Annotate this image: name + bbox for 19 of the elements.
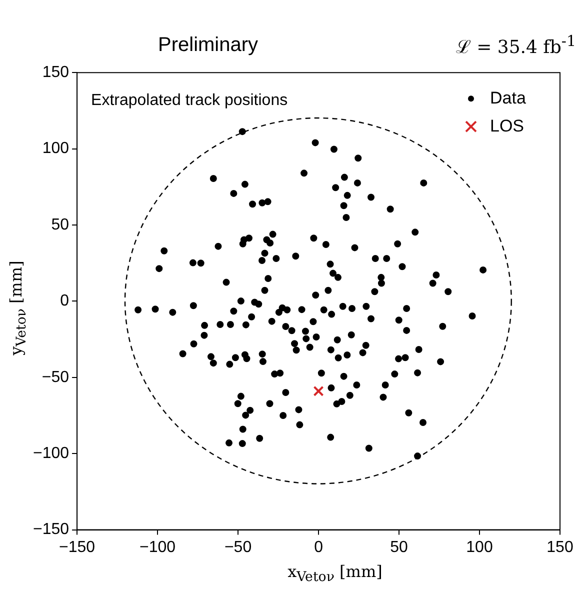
x-tick-label: 150 (546, 538, 574, 556)
y-tick-label: 150 (42, 64, 70, 82)
y-tick-label: 0 (60, 292, 70, 310)
y-tick-label: 50 (51, 216, 70, 234)
y-tick-label: −100 (32, 445, 70, 462)
x-axis-title: x$_{Vetoν}$ [mm] (286, 562, 384, 586)
annotation: Extrapolated track positions (91, 92, 288, 110)
x-tick-label: −100 (140, 538, 176, 556)
y-tick-label: 100 (42, 140, 70, 158)
x-tick-label: 100 (466, 538, 493, 556)
x-tick-label: −50 (224, 538, 252, 556)
chart-subtitle: ℒ = 35.4 fb$^{-1}$ (456, 32, 576, 58)
y-tick-label: −50 (42, 368, 70, 386)
x-tick-label: 50 (390, 538, 408, 556)
x-tick-label: 0 (314, 538, 324, 556)
legend-label: LOS (490, 116, 524, 136)
y-tick-label: −150 (32, 521, 70, 538)
legend-label: Data (490, 88, 526, 108)
chart-title: Preliminary (158, 34, 258, 57)
